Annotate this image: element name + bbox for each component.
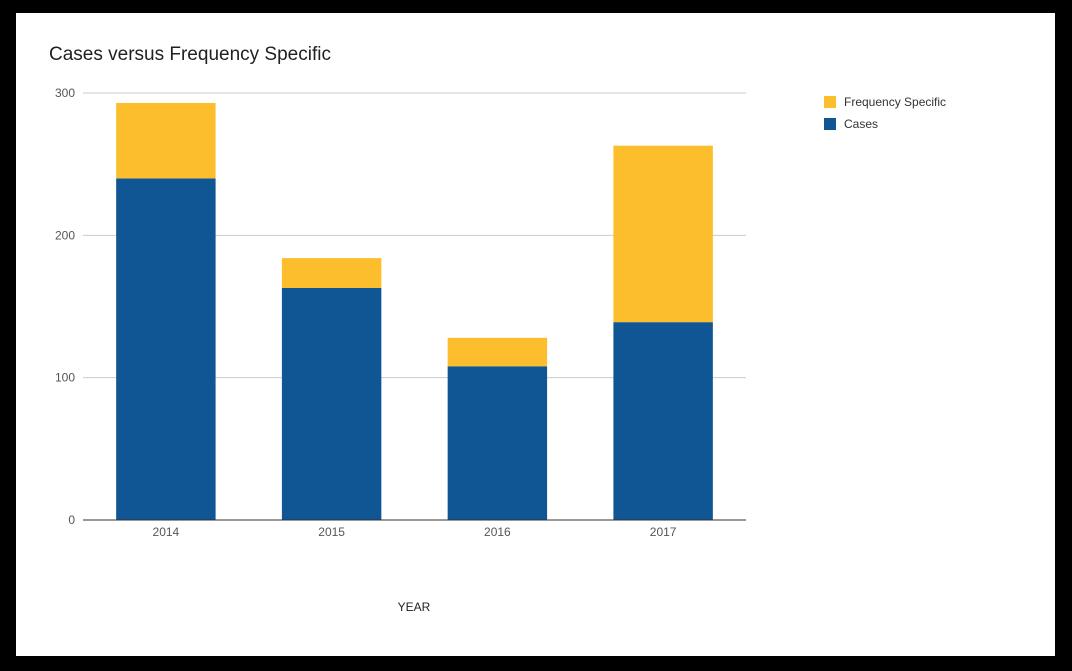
y-tick-label: 0: [68, 513, 75, 527]
chart-frame: Cases versus Frequency Specific 0 100 200 3…: [16, 13, 1055, 656]
x-axis-label: YEAR: [398, 600, 431, 614]
y-tick-label: 300: [55, 86, 75, 100]
y-tick-label: 100: [55, 371, 75, 385]
bar-frequency-specific-2014: [116, 102, 216, 179]
axes: 0 100 200 300 2014 2015 2016 2017: [55, 86, 746, 539]
chart-title: Cases versus Frequency Specific: [49, 44, 331, 65]
legend-item-frequency-specific: Frequency Specific: [824, 91, 946, 113]
bar-cases-2014: [116, 178, 216, 520]
x-tick-label: 2014: [153, 525, 180, 539]
bar-cases-2015: [281, 287, 382, 520]
chart-plot: 0 100 200 300 2014 2015 2016 2017 YEAR: [55, 86, 746, 614]
legend-swatch-frequency-specific: [824, 96, 836, 108]
legend: Frequency Specific Cases: [824, 91, 946, 135]
bars: [116, 102, 713, 520]
bar-cases-2016: [447, 366, 548, 520]
y-tick-label: 200: [55, 228, 75, 242]
x-tick-label: 2015: [318, 525, 345, 539]
legend-label-frequency-specific: Frequency Specific: [844, 95, 947, 109]
legend-item-cases: Cases: [824, 113, 946, 135]
legend-swatch-cases: [824, 118, 836, 130]
bar-frequency-specific-2017: [613, 145, 713, 323]
bar-cases-2017: [613, 322, 713, 520]
bar-frequency-specific-2015: [281, 258, 382, 288]
x-tick-label: 2016: [484, 525, 511, 539]
x-tick-label: 2017: [650, 525, 677, 539]
legend-label-cases: Cases: [844, 117, 879, 131]
bar-frequency-specific-2016: [447, 337, 548, 367]
